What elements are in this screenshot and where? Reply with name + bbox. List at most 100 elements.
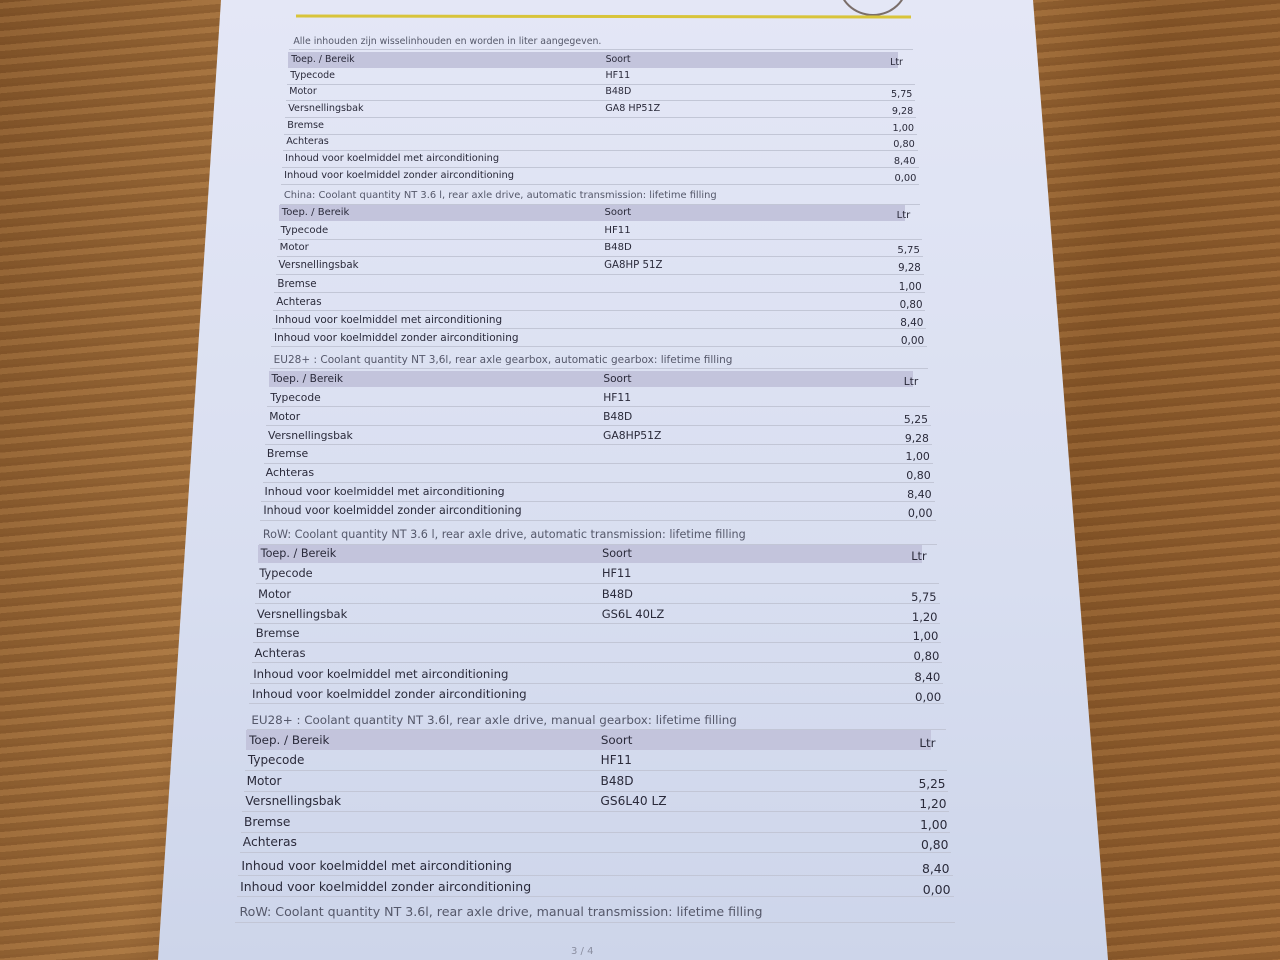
row-divider bbox=[267, 405, 931, 407]
row-ltr-value: 0,80 bbox=[921, 837, 949, 852]
row-ltr-value: 1,00 bbox=[912, 629, 939, 644]
row-divider bbox=[269, 368, 929, 370]
table-header-band bbox=[288, 52, 898, 68]
column-header-ltr: Ltr bbox=[919, 735, 936, 750]
row-label: Typecode bbox=[290, 70, 336, 82]
row-ltr-value: 1,00 bbox=[892, 123, 915, 135]
row-label: Inhoud voor koelmiddel met airconditioni… bbox=[285, 153, 500, 165]
table-note: EU28+ : Coolant quantity NT 3.6l, rear a… bbox=[251, 712, 737, 727]
row-soort: GS6L 40LZ bbox=[601, 607, 665, 622]
column-header-soort: Soort bbox=[604, 207, 632, 218]
row-label: Inhoud voor koelmiddel zonder airconditi… bbox=[274, 331, 519, 344]
row-label: Bremse bbox=[266, 447, 309, 461]
row-divider bbox=[276, 256, 923, 258]
row-ltr-value: 5,25 bbox=[918, 776, 946, 791]
row-ltr-value: 8,40 bbox=[914, 669, 941, 684]
row-soort: B48D bbox=[604, 241, 632, 253]
row-soort: B48D bbox=[605, 86, 632, 98]
row-label: Inhoud voor koelmiddel met airconditioni… bbox=[275, 313, 503, 326]
row-divider bbox=[275, 274, 924, 276]
row-divider bbox=[262, 481, 934, 483]
column-header-soort: Soort bbox=[605, 54, 631, 66]
row-ltr-value: 1,00 bbox=[898, 280, 922, 293]
row-label: Inhoud voor koelmiddel zonder airconditi… bbox=[240, 878, 532, 894]
row-ltr-value: 0,00 bbox=[922, 881, 951, 897]
row-soort: HF11 bbox=[604, 224, 631, 236]
row-label: Versnellingsbak bbox=[288, 103, 364, 115]
row-label: Motor bbox=[289, 86, 317, 98]
row-divider bbox=[289, 49, 913, 51]
row-ltr-value: 0,80 bbox=[906, 469, 931, 483]
row-soort: B48D bbox=[600, 773, 634, 788]
row-label: Achteras bbox=[276, 295, 322, 308]
row-label: Achteras bbox=[286, 136, 329, 148]
row-divider bbox=[271, 346, 928, 348]
row-divider bbox=[260, 519, 936, 521]
row-divider bbox=[285, 116, 917, 118]
row-soort: HF11 bbox=[603, 390, 632, 404]
table-header-band bbox=[278, 205, 906, 221]
row-ltr-value: 5,75 bbox=[911, 590, 937, 605]
row-divider bbox=[273, 310, 926, 312]
row-label: Bremse bbox=[255, 626, 300, 641]
row-label: Inhoud voor koelmiddel zonder airconditi… bbox=[251, 686, 527, 701]
table-header-band bbox=[246, 730, 931, 750]
row-label: Versnellingsbak bbox=[278, 259, 359, 271]
row-soort: GA8HP 51Z bbox=[604, 259, 663, 271]
row-label: Motor bbox=[269, 409, 301, 423]
row-ltr-value: 1,20 bbox=[911, 610, 938, 625]
row-divider bbox=[247, 729, 946, 731]
row-soort: B48D bbox=[601, 587, 633, 602]
row-label: Motor bbox=[258, 587, 292, 602]
page-number: 3 / 4 bbox=[571, 946, 594, 957]
row-ltr-value: 0,00 bbox=[894, 173, 917, 185]
column-header-ltr: Ltr bbox=[890, 57, 903, 69]
row-label: Inhoud voor koelmiddel met airconditioni… bbox=[264, 485, 505, 499]
row-divider bbox=[279, 203, 921, 205]
column-header-toep-bereik: Toep. / Bereik bbox=[249, 732, 330, 747]
row-divider bbox=[256, 583, 939, 585]
row-divider bbox=[251, 662, 943, 664]
row-label: Motor bbox=[279, 241, 309, 253]
column-header-toep-bereik: Toep. / Bereik bbox=[260, 547, 337, 561]
row-divider bbox=[281, 183, 920, 185]
row-divider bbox=[283, 149, 918, 151]
column-header-toep-bereik: Toep. / Bereik bbox=[271, 372, 344, 385]
row-divider bbox=[248, 703, 945, 705]
column-header-ltr: Ltr bbox=[896, 210, 911, 221]
row-soort: HF11 bbox=[600, 752, 632, 767]
column-header-toep-bereik: Toep. / Bereik bbox=[281, 207, 350, 218]
row-ltr-value: 1,00 bbox=[920, 817, 948, 832]
row-soort: GA8HP51Z bbox=[602, 428, 662, 442]
row-divider bbox=[266, 424, 931, 426]
row-soort: B48D bbox=[603, 409, 633, 423]
row-label: Inhoud voor koelmiddel met airconditioni… bbox=[253, 666, 509, 681]
row-label: Achteras bbox=[265, 466, 315, 480]
row-soort: GA8 HP51Z bbox=[605, 103, 661, 115]
row-ltr-value: 0,80 bbox=[913, 649, 940, 664]
row-label: Typecode bbox=[280, 224, 329, 236]
row-ltr-value: 1,20 bbox=[919, 796, 947, 811]
row-divider bbox=[263, 462, 933, 464]
row-divider bbox=[237, 895, 954, 897]
row-divider bbox=[272, 328, 927, 330]
row-soort: GS6L40 LZ bbox=[600, 793, 667, 808]
row-label: Bremse bbox=[277, 277, 317, 290]
table-note: RoW: Coolant quantity NT 3.6 l, rear axl… bbox=[262, 528, 746, 542]
row-ltr-value: 8,40 bbox=[921, 860, 950, 876]
row-ltr-value: 9,28 bbox=[891, 106, 914, 118]
row-ltr-value: 0,80 bbox=[899, 298, 923, 311]
row-ltr-value: 8,40 bbox=[893, 156, 916, 168]
row-label: Achteras bbox=[242, 834, 297, 849]
row-divider bbox=[255, 603, 940, 605]
row-label: Versnellingsbak bbox=[268, 428, 353, 442]
row-divider bbox=[274, 292, 925, 294]
row-divider bbox=[258, 543, 937, 545]
column-header-ltr: Ltr bbox=[903, 375, 919, 388]
row-label: Bremse bbox=[287, 120, 325, 132]
column-header-toep-bereik: Toep. / Bereik bbox=[291, 54, 355, 66]
row-ltr-value: 8,40 bbox=[907, 488, 932, 502]
row-divider bbox=[253, 623, 941, 625]
row-ltr-value: 0,00 bbox=[907, 507, 933, 521]
row-ltr-value: 5,75 bbox=[891, 89, 913, 101]
